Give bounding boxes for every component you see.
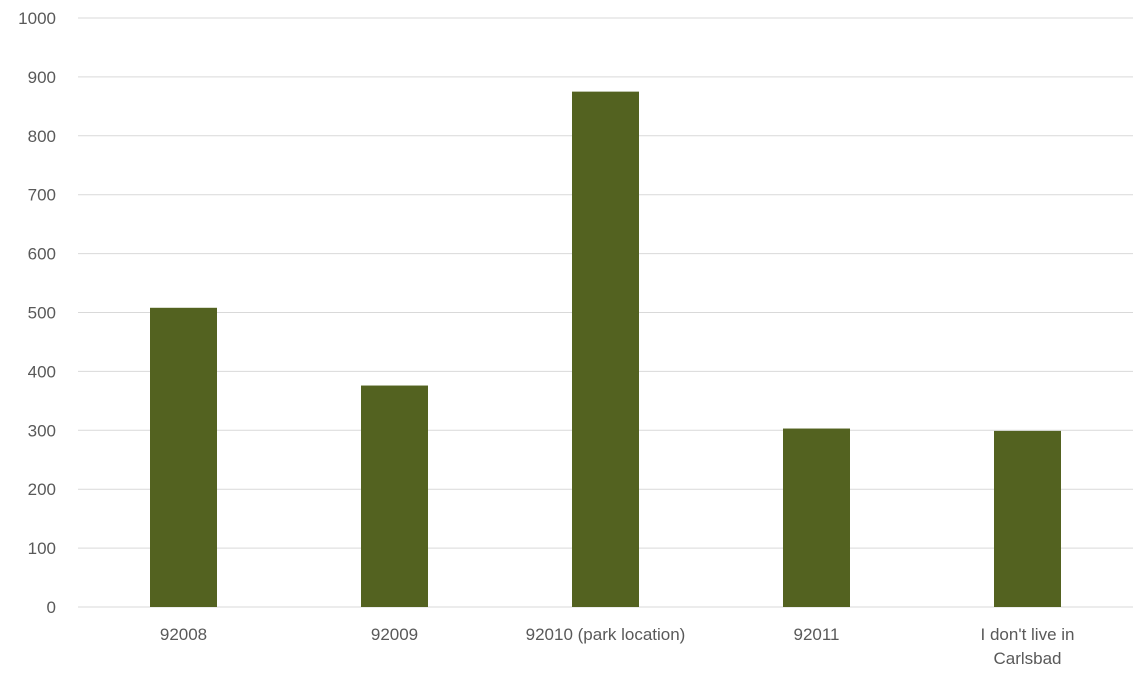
bar — [994, 430, 1061, 607]
y-tick-label: 300 — [28, 421, 56, 440]
y-tick-label: 600 — [28, 245, 56, 264]
bar — [361, 385, 428, 607]
bar — [572, 91, 639, 607]
x-category-label: I don't live in Carlsbad — [981, 625, 1075, 668]
x-axis-category-labels: 92008 92009 92010 (park location) 92011 I do… — [160, 625, 1075, 668]
y-tick-label: 500 — [28, 304, 56, 323]
y-tick-label: 1000 — [18, 9, 56, 28]
y-tick-label: 100 — [28, 539, 56, 558]
x-category-label: 92010 (park location) — [526, 625, 686, 644]
bar — [150, 307, 217, 607]
y-axis-tick-labels: 0 100 200 300 400 500 600 700 800 900 1000 — [18, 9, 56, 617]
y-tick-label: 200 — [28, 480, 56, 499]
x-category-label: 92011 — [793, 625, 839, 644]
x-category-label: 92008 — [160, 625, 207, 644]
x-category-label: 92009 — [371, 625, 418, 644]
bars — [150, 91, 1061, 607]
y-tick-label: 700 — [28, 186, 56, 205]
y-tick-label: 0 — [47, 598, 56, 617]
y-tick-label: 400 — [28, 362, 56, 381]
y-tick-label: 800 — [28, 127, 56, 146]
y-tick-label: 900 — [28, 68, 56, 87]
bar — [783, 428, 850, 607]
